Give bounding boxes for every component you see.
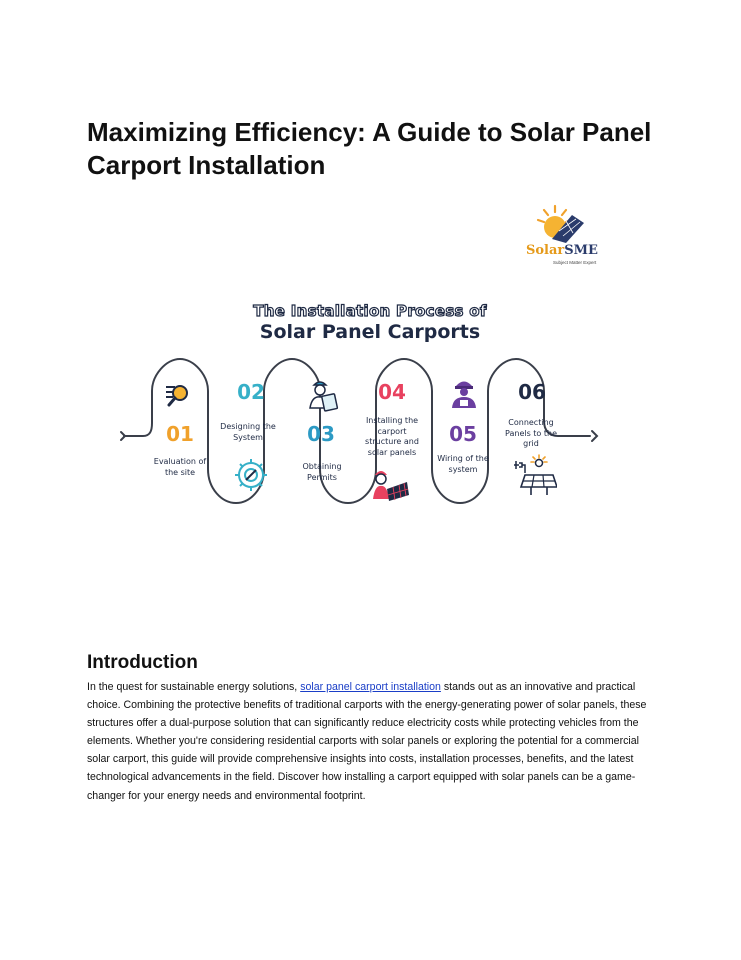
step-01-number: 01 — [166, 422, 194, 446]
logo-tagline: Subject Matter Expert — [553, 260, 597, 265]
installer-icon — [373, 471, 409, 501]
step-03-number: 03 — [307, 422, 335, 446]
magnifier-icon — [166, 385, 188, 407]
step-05-number: 05 — [449, 422, 477, 446]
infographic-heading-line2: Solar Panel Carports — [259, 321, 481, 343]
process-path — [120, 357, 599, 505]
infographic-heading-line1: The Installation Process of — [253, 301, 487, 320]
clipboard-worker-icon — [309, 381, 339, 412]
logo-wordmark: SolarSME — [526, 243, 598, 258]
step-02-number: 02 — [237, 380, 265, 404]
step-02-label: Designing the System — [220, 422, 276, 442]
step-05-label: Wiring of the system — [437, 454, 489, 474]
electrician-icon — [452, 381, 476, 408]
introduction-paragraph: In the quest for sustainable energy solu… — [87, 681, 647, 802]
step-04-label: Installing the carport structure and sol… — [365, 416, 419, 457]
step-01-label: Evaluation of the site — [153, 457, 207, 477]
step-04-number: 04 — [378, 380, 406, 404]
step-03-label: Obtaining Permits — [302, 462, 342, 482]
grid-panel-icon — [514, 454, 557, 495]
step-06-number: 06 — [518, 380, 546, 404]
solar-carport-link[interactable]: solar panel carport installation — [300, 681, 441, 693]
sun-panel-logo-icon — [536, 204, 584, 243]
page-title: Maximizing Efficiency: A Guide to Solar … — [87, 117, 652, 180]
gear-icon — [235, 459, 267, 491]
step-06-label: Connecting Panels to the grid — [505, 418, 557, 448]
solarsme-logo: SolarSME Subject Matter Expert — [520, 203, 610, 269]
introduction-heading: Introduction — [87, 652, 198, 673]
